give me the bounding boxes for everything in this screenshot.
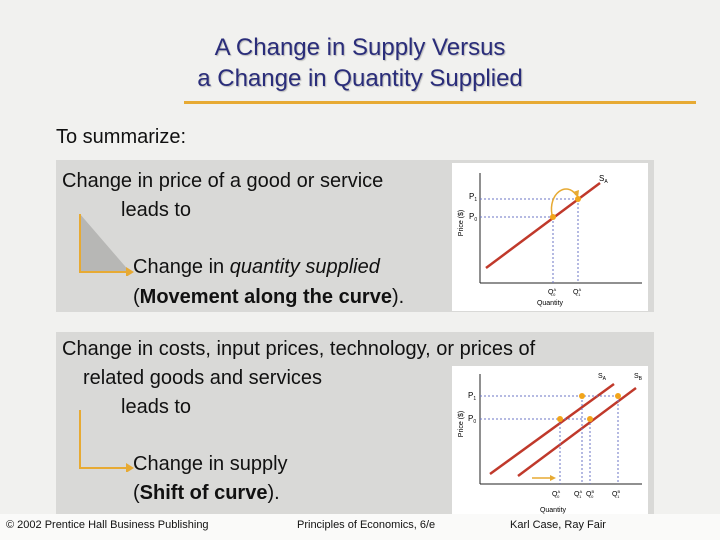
title-line-2: a Change in Quantity Supplied xyxy=(197,65,523,92)
graph2-q4-label: QB 1 xyxy=(612,489,620,499)
graph2-q2-label: QA 1 xyxy=(574,489,582,499)
footer-book-title: Principles of Economics, 6/e xyxy=(297,519,436,531)
graph2-q3-label: QB 0 xyxy=(586,489,594,499)
box1-line-3: Change in quantity supplied xyxy=(133,256,380,278)
graph1-supply-curve xyxy=(485,181,601,270)
graph1-p-high-label: P1 xyxy=(469,192,477,203)
footer-copyright: © 2002 Prentice Hall Business Publishing xyxy=(6,519,209,531)
footer-bar xyxy=(0,514,720,540)
box2-line-4: Change in supply xyxy=(133,453,288,475)
box1-arrow-icon xyxy=(79,214,134,276)
box2-line-3: leads to xyxy=(121,396,192,418)
title-line-1: A Change in Supply Versus xyxy=(214,34,506,61)
summary-label: To summarize: xyxy=(56,126,187,148)
graph1-point-high xyxy=(575,196,581,202)
graph2-q1-label: QA 0 xyxy=(552,489,560,499)
graph2-x-axis-label: Quantity xyxy=(540,507,567,514)
box1-line-2: leads to xyxy=(121,199,192,221)
graph1-q-high-label: QA 1 xyxy=(573,287,581,297)
graph2-curve-a-label: SA xyxy=(598,373,607,382)
box1-line-1: Change in price of a good or service xyxy=(62,170,384,192)
graph-shift-of-curve: Price ($) Quantity SA SB P1 P0 QA 0 QA 1 Q… xyxy=(452,366,648,514)
box2-arrow-icon xyxy=(79,410,134,472)
graph-movement-along-curve: Price ($) Quantity SA P1 P0 QA 0 QA 1 xyxy=(452,163,648,311)
box1-line-4: (Movement along the curve). xyxy=(133,286,405,308)
footer-authors: Karl Case, Ray Fair xyxy=(510,519,606,531)
graph1-p-low-label: P0 xyxy=(469,212,477,223)
graph1-x-axis-label: Quantity xyxy=(537,300,564,307)
graph2-supply-curve-a xyxy=(489,382,615,476)
slide-title: A Change in Supply Versus a Change in Qu… xyxy=(0,32,720,94)
graph1-point-low xyxy=(550,214,556,220)
graph2-p-low-label: P0 xyxy=(468,414,476,425)
box2-line-2: related goods and services xyxy=(83,367,323,389)
box2-line-5: (Shift of curve). xyxy=(133,482,280,504)
graph1-curve-label: SA xyxy=(599,174,608,185)
graph2-supply-curve-b xyxy=(517,386,637,478)
graph2-curve-b-label: SB xyxy=(634,373,643,382)
graph1-q-low-label: QA 0 xyxy=(548,287,556,297)
graph2-y-axis-label: Price ($) xyxy=(458,411,465,437)
graph1-y-axis-label: Price ($) xyxy=(458,210,465,236)
box2-line-1: Change in costs, input prices, technolog… xyxy=(62,338,536,360)
graph2-p-high-label: P1 xyxy=(468,391,476,402)
title-underline xyxy=(184,101,696,104)
